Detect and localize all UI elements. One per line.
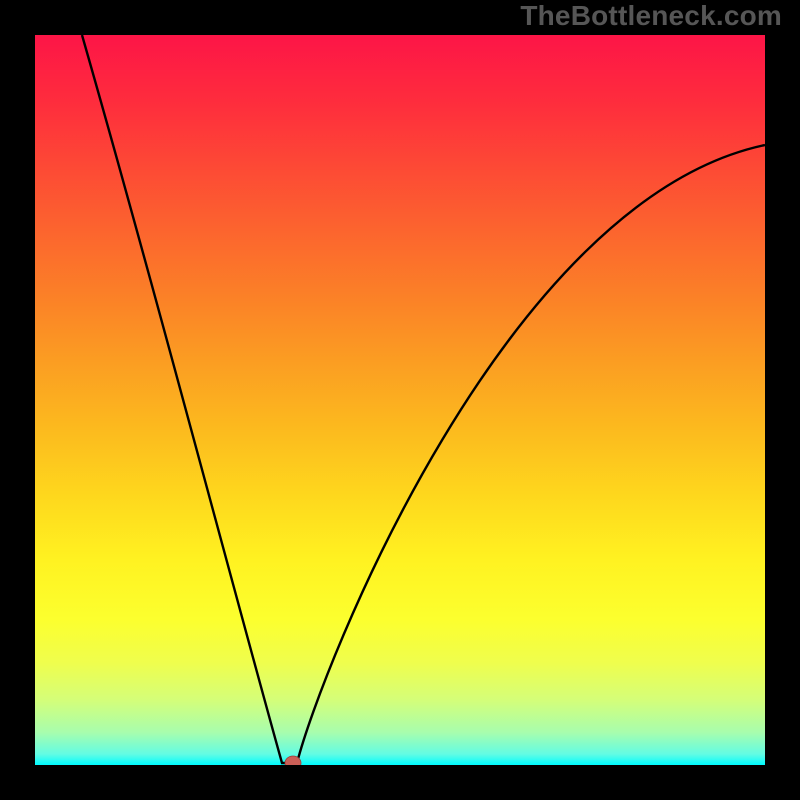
gradient-background xyxy=(35,35,765,765)
bottleneck-chart xyxy=(0,0,800,800)
watermark-text: TheBottleneck.com xyxy=(520,0,782,32)
plot-area xyxy=(35,35,765,770)
